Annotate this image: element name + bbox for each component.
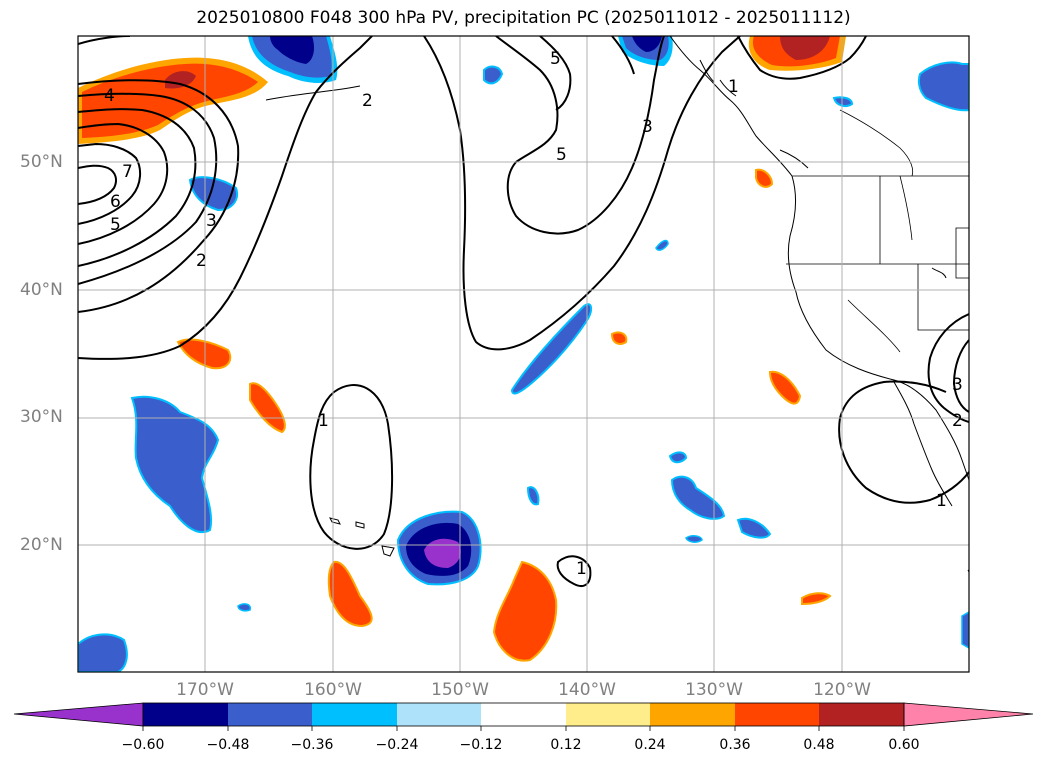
pv-label-1: 1 (318, 411, 329, 431)
pv-label-1: 1 (936, 491, 947, 511)
colorbar-tick: 0.60 (888, 737, 920, 753)
colorbar (13, 702, 1034, 731)
lat-label-20n: 20°N (20, 535, 63, 555)
colorbar-max-extend (903, 702, 1034, 727)
pv-label-4: 4 (104, 86, 115, 106)
lon-label-160w: 160°W (304, 680, 362, 700)
coastlines (265, 36, 969, 573)
negative-precip-areas (78, 36, 969, 672)
pv-label-5: 5 (110, 215, 121, 235)
lon-label-130w: 130°W (685, 680, 743, 700)
colorbar-tick: −0.48 (206, 737, 250, 753)
pv-label-2: 2 (196, 251, 207, 271)
colorbar-tick: 0.12 (550, 737, 582, 753)
pv-label-1: 1 (576, 559, 587, 579)
pv-label-2: 2 (362, 91, 373, 111)
lon-label-140w: 140°W (558, 680, 616, 700)
precipitation-shading (78, 36, 969, 672)
pv-label-3: 3 (642, 117, 653, 137)
colorbar-tick: −0.36 (290, 737, 334, 753)
pv-contours (78, 36, 969, 587)
pv-label-3: 3 (206, 211, 217, 231)
pv-label-2: 2 (952, 411, 963, 431)
pv-label-5: 5 (556, 145, 567, 165)
map-frame (77, 35, 970, 673)
political-borders (786, 109, 969, 353)
lat-label-40n: 40°N (20, 280, 63, 300)
map-title: 2025010800 F048 300 hPa PV, precipitatio… (196, 8, 851, 28)
colorbar-tick: −0.24 (375, 737, 419, 753)
colorbar-tick: 0.48 (803, 737, 835, 753)
contour-labels: 4 7 6 5 3 2 2 5 5 3 1 1 1 1 2 3 (104, 49, 963, 579)
lat-label-30n: 30°N (20, 407, 63, 427)
pv-label-6: 6 (110, 192, 121, 212)
pv-label-7: 7 (122, 162, 133, 182)
colorbar-tick: 0.36 (719, 737, 751, 753)
lon-label-170w: 170°W (176, 680, 234, 700)
lon-label-120w: 120°W (813, 680, 871, 700)
lat-label-50n: 50°N (20, 152, 63, 172)
pv-label-3: 3 (952, 375, 963, 395)
colorbar-tick: 0.24 (634, 737, 666, 753)
gridlines (78, 36, 969, 672)
colorbar-tick: −0.60 (121, 737, 165, 753)
lon-label-150w: 150°W (431, 680, 489, 700)
colorbar-tick: −0.12 (459, 737, 503, 753)
pv-label-5: 5 (550, 49, 561, 69)
colorbar-min-extend (13, 702, 144, 727)
pv-label-1: 1 (728, 77, 739, 97)
